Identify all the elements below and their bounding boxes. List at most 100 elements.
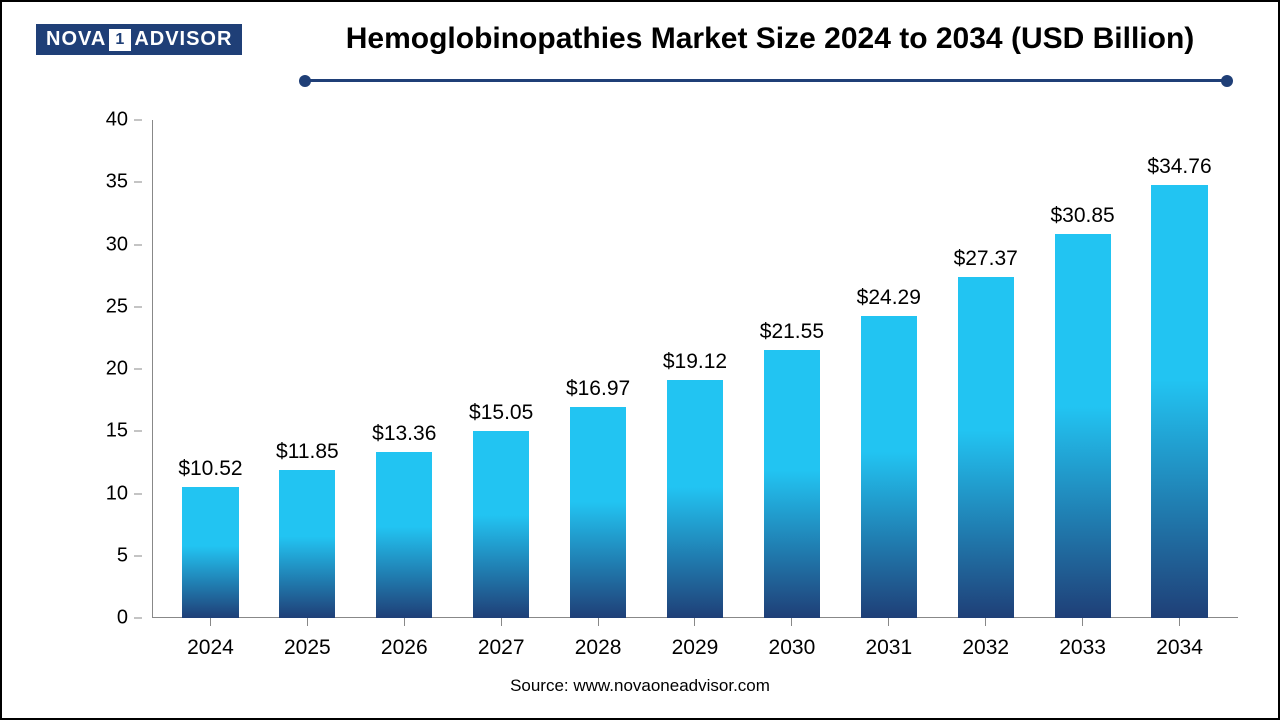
bar-value-label: $27.37 bbox=[954, 247, 1018, 271]
divider-line bbox=[302, 79, 1230, 82]
x-tick bbox=[647, 618, 744, 626]
y-tick-mark bbox=[134, 618, 142, 619]
y-tick-label: 35 bbox=[88, 171, 128, 194]
y-tick-label: 20 bbox=[88, 358, 128, 381]
y-tick-label: 5 bbox=[88, 544, 128, 567]
bar bbox=[473, 431, 529, 618]
bar-slot: $16.97 bbox=[550, 120, 647, 618]
brand-logo: NOVA 1 ADVISOR bbox=[36, 24, 242, 55]
y-axis: 0510152025303540 bbox=[82, 120, 142, 618]
x-axis-label: 2029 bbox=[647, 636, 744, 660]
y-tick: 0 bbox=[88, 607, 142, 630]
bar bbox=[861, 316, 917, 618]
x-tick-mark bbox=[501, 618, 502, 626]
x-tick-mark bbox=[404, 618, 405, 626]
y-tick-mark bbox=[134, 493, 142, 494]
x-axis-label: 2025 bbox=[259, 636, 356, 660]
y-tick-mark bbox=[134, 555, 142, 556]
y-tick-label: 0 bbox=[88, 607, 128, 630]
x-tick-mark bbox=[307, 618, 308, 626]
x-tick bbox=[550, 618, 647, 626]
x-axis-label: 2026 bbox=[356, 636, 453, 660]
x-tick bbox=[162, 618, 259, 626]
y-tick-mark bbox=[134, 369, 142, 370]
bar-value-label: $30.85 bbox=[1050, 204, 1114, 228]
bar-slot: $34.76 bbox=[1131, 120, 1228, 618]
bar-slot: $19.12 bbox=[647, 120, 744, 618]
x-axis-label: 2034 bbox=[1131, 636, 1228, 660]
y-tick-label: 30 bbox=[88, 233, 128, 256]
y-tick: 5 bbox=[88, 544, 142, 567]
x-tick-mark bbox=[694, 618, 695, 626]
bar-value-label: $15.05 bbox=[469, 401, 533, 425]
x-tick bbox=[840, 618, 937, 626]
bar bbox=[1151, 185, 1207, 618]
bar bbox=[764, 350, 820, 618]
bar bbox=[376, 452, 432, 618]
x-tick bbox=[1131, 618, 1228, 626]
plot-area: 0510152025303540 $10.52$11.85$13.36$15.0… bbox=[152, 120, 1238, 618]
bar-slot: $11.85 bbox=[259, 120, 356, 618]
bar-value-label: $13.36 bbox=[372, 422, 436, 446]
bar-slot: $15.05 bbox=[453, 120, 550, 618]
bar bbox=[958, 277, 1014, 618]
logo-text-part1: NOVA bbox=[46, 28, 106, 51]
x-tick-mark bbox=[210, 618, 211, 626]
y-tick-label: 25 bbox=[88, 295, 128, 318]
title-divider bbox=[302, 74, 1230, 88]
x-tick bbox=[356, 618, 453, 626]
x-tick-mark bbox=[1179, 618, 1180, 626]
bar-value-label: $19.12 bbox=[663, 350, 727, 374]
x-axis-label: 2031 bbox=[840, 636, 937, 660]
x-tick-mark bbox=[985, 618, 986, 626]
y-tick-label: 40 bbox=[88, 109, 128, 132]
x-axis-label: 2032 bbox=[937, 636, 1034, 660]
y-tick: 40 bbox=[88, 109, 142, 132]
x-axis-label: 2027 bbox=[453, 636, 550, 660]
y-tick-label: 15 bbox=[88, 420, 128, 443]
x-tick bbox=[743, 618, 840, 626]
y-tick: 35 bbox=[88, 171, 142, 194]
bar bbox=[279, 470, 335, 618]
x-axis-label: 2030 bbox=[743, 636, 840, 660]
bars-container: $10.52 $11.85 $13.36 $15.05 $16.97 $19.12 $21.… bbox=[152, 120, 1238, 618]
logo-text-part2: ADVISOR bbox=[134, 28, 232, 51]
bar-value-label: $16.97 bbox=[566, 377, 630, 401]
logo-number-box: 1 bbox=[109, 29, 131, 51]
y-tick: 20 bbox=[88, 358, 142, 381]
bar-value-label: $21.55 bbox=[760, 320, 824, 344]
divider-dot-left bbox=[299, 75, 311, 87]
x-axis-label: 2033 bbox=[1034, 636, 1131, 660]
bar-value-label: $10.52 bbox=[178, 457, 242, 481]
y-tick: 10 bbox=[88, 482, 142, 505]
y-tick-mark bbox=[134, 244, 142, 245]
bar-value-label: $34.76 bbox=[1147, 155, 1211, 179]
bar-slot: $10.52 bbox=[162, 120, 259, 618]
bar bbox=[570, 407, 626, 618]
y-tick-mark bbox=[134, 120, 142, 121]
x-tick-mark bbox=[791, 618, 792, 626]
bar bbox=[667, 380, 723, 618]
y-tick: 30 bbox=[88, 233, 142, 256]
bar-slot: $30.85 bbox=[1034, 120, 1131, 618]
x-tick-mark bbox=[888, 618, 889, 626]
y-tick-mark bbox=[134, 306, 142, 307]
divider-dot-right bbox=[1221, 75, 1233, 87]
bar-slot: $24.29 bbox=[840, 120, 937, 618]
x-tick bbox=[1034, 618, 1131, 626]
bar-slot: $13.36 bbox=[356, 120, 453, 618]
y-tick-mark bbox=[134, 182, 142, 183]
y-tick: 15 bbox=[88, 420, 142, 443]
x-axis-labels: 2024202520262027202820292030203120322033… bbox=[152, 636, 1238, 660]
x-tick bbox=[937, 618, 1034, 626]
x-tick-marks bbox=[152, 618, 1238, 626]
x-tick bbox=[453, 618, 550, 626]
source-text: Source: www.novaoneadvisor.com bbox=[2, 676, 1278, 696]
x-tick-mark bbox=[598, 618, 599, 626]
bar-slot: $27.37 bbox=[937, 120, 1034, 618]
y-tick-mark bbox=[134, 431, 142, 432]
x-tick-mark bbox=[1082, 618, 1083, 626]
bar-value-label: $24.29 bbox=[857, 286, 921, 310]
y-tick: 25 bbox=[88, 295, 142, 318]
bar bbox=[1055, 234, 1111, 618]
